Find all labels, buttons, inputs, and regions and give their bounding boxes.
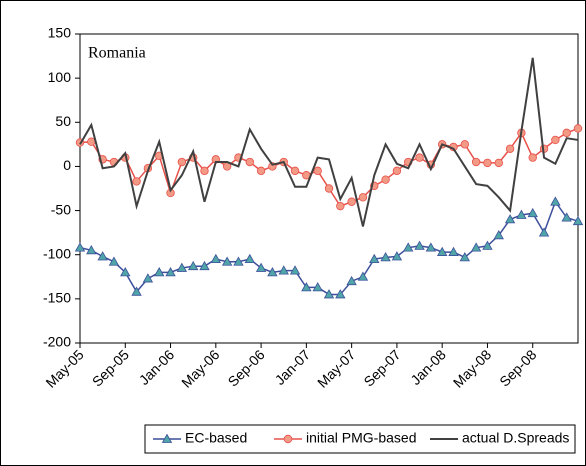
data-point [74, 242, 86, 252]
data-point [516, 209, 527, 219]
data-point [562, 128, 571, 138]
data-point [154, 267, 165, 277]
data-point [289, 265, 301, 275]
data-point [572, 215, 584, 226]
data-point [301, 282, 312, 292]
y-tick-label: 0 [63, 157, 71, 173]
data-point [346, 275, 357, 286]
data-point [381, 175, 390, 184]
data-point [494, 158, 503, 168]
data-point [358, 193, 368, 202]
data-point [505, 144, 515, 153]
data-point [493, 229, 504, 240]
data-point [414, 240, 425, 250]
data-point [313, 166, 322, 176]
data-point [131, 286, 142, 296]
y-tick-label: 150 [48, 25, 72, 41]
data-point [221, 256, 233, 266]
data-point [210, 253, 222, 264]
data-point [483, 158, 492, 168]
data-point [323, 289, 335, 299]
y-tick-label: 50 [55, 113, 71, 129]
chart-annotation: Romania [88, 45, 146, 62]
series-line [79, 57, 579, 227]
legend-label: initial PMG-based [306, 430, 417, 446]
y-tick-label: -100 [43, 245, 71, 261]
legend-label: EC-based [185, 430, 247, 446]
data-point [357, 271, 369, 281]
data-point [165, 267, 176, 277]
data-point [177, 157, 187, 167]
data-point [561, 212, 572, 222]
data-point [312, 282, 323, 292]
legend-marker [283, 434, 293, 444]
y-tick-label: -150 [43, 290, 71, 306]
data-point [504, 214, 516, 224]
data-point [290, 166, 300, 176]
data-point [267, 267, 278, 277]
data-point [471, 157, 481, 167]
data-point [324, 184, 334, 193]
data-point [392, 166, 402, 176]
data-point [335, 289, 346, 299]
data-point [391, 251, 403, 261]
y-tick-label: 100 [48, 69, 72, 85]
data-point [380, 252, 391, 262]
legend-box [144, 424, 576, 454]
data-point [425, 242, 437, 252]
data-point [200, 166, 209, 176]
data-point [460, 140, 470, 149]
data-point [415, 153, 424, 162]
y-tick-label: -50 [51, 201, 71, 217]
data-point [459, 252, 471, 262]
data-point [132, 177, 141, 186]
data-point [369, 253, 380, 264]
data-point [347, 197, 356, 206]
data-point [97, 251, 108, 261]
data-point [528, 153, 537, 162]
data-point [256, 166, 266, 176]
data-point [176, 262, 188, 272]
data-point [448, 246, 459, 256]
plot-frame [79, 33, 579, 344]
data-point [551, 135, 560, 145]
data-point [86, 244, 97, 255]
legend-label: actual D.Spreads [462, 430, 569, 446]
legend-marker [161, 433, 173, 443]
data-point [255, 262, 267, 272]
data-point [550, 196, 561, 206]
data-point [233, 256, 244, 266]
data-point [482, 240, 493, 250]
data-point [573, 124, 583, 133]
data-point [108, 256, 120, 266]
data-point [527, 207, 538, 218]
data-point [142, 273, 154, 283]
data-point [403, 242, 414, 252]
data-point [538, 227, 550, 237]
data-point [336, 201, 345, 211]
data-point [278, 265, 289, 275]
data-point [470, 242, 482, 252]
data-point [199, 260, 210, 271]
data-point [187, 260, 199, 271]
y-tick-label: -200 [43, 334, 71, 350]
data-point [244, 253, 255, 264]
data-point [436, 246, 448, 256]
data-point [245, 157, 254, 167]
data-point [120, 267, 131, 277]
